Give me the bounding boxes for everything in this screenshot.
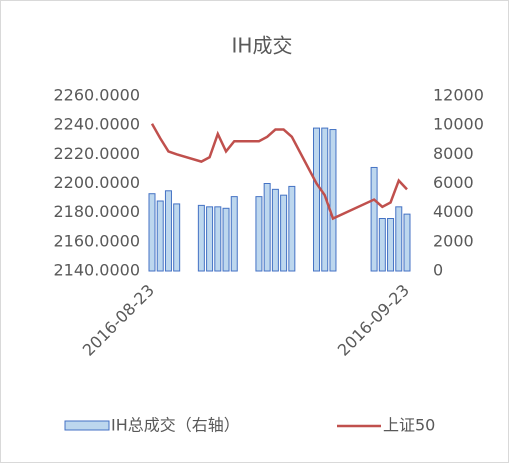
bar bbox=[370, 166, 378, 272]
bar bbox=[214, 206, 222, 272]
y2-tick-label: 0 bbox=[433, 261, 443, 280]
bar bbox=[263, 183, 271, 272]
bar bbox=[148, 193, 156, 272]
bar bbox=[156, 200, 164, 272]
y2-tick-label: 2000 bbox=[433, 231, 474, 250]
y2-tick-label: 4000 bbox=[433, 202, 474, 221]
bar bbox=[271, 188, 279, 272]
bar bbox=[321, 127, 329, 272]
y2-tick-label: 6000 bbox=[433, 173, 474, 192]
y-tick-label: 2160.0000 bbox=[53, 231, 140, 250]
bar bbox=[403, 213, 411, 272]
y-tick-label: 2240.0000 bbox=[53, 115, 140, 134]
bar bbox=[164, 190, 172, 272]
y-tick-label: 2140.0000 bbox=[53, 261, 140, 280]
bar bbox=[222, 207, 230, 272]
legend-label: IH总成交（右轴） bbox=[111, 416, 240, 435]
bar bbox=[387, 218, 395, 272]
bar bbox=[288, 185, 296, 272]
bar bbox=[280, 194, 288, 272]
y2-tick-label: 10000 bbox=[433, 115, 484, 134]
y-tick-label: 2220.0000 bbox=[53, 144, 140, 163]
bar bbox=[255, 196, 263, 272]
line bbox=[150, 123, 408, 221]
y-tick-label: 2180.0000 bbox=[53, 202, 140, 221]
bar bbox=[206, 206, 214, 272]
bar bbox=[197, 204, 205, 272]
chart-title: IH成交 bbox=[232, 34, 293, 58]
bar bbox=[378, 218, 386, 272]
y-tick-label: 2200.0000 bbox=[53, 173, 140, 192]
legend-label: 上证50 bbox=[383, 416, 435, 435]
legend-swatch bbox=[64, 420, 110, 431]
y-tick-label: 2260.0000 bbox=[53, 86, 140, 105]
bar bbox=[313, 127, 321, 272]
y2-tick-label: 12000 bbox=[433, 86, 484, 105]
bar bbox=[329, 129, 337, 272]
bar bbox=[395, 206, 403, 272]
bar bbox=[173, 203, 181, 272]
bar bbox=[230, 196, 238, 272]
y2-tick-label: 8000 bbox=[433, 144, 474, 163]
